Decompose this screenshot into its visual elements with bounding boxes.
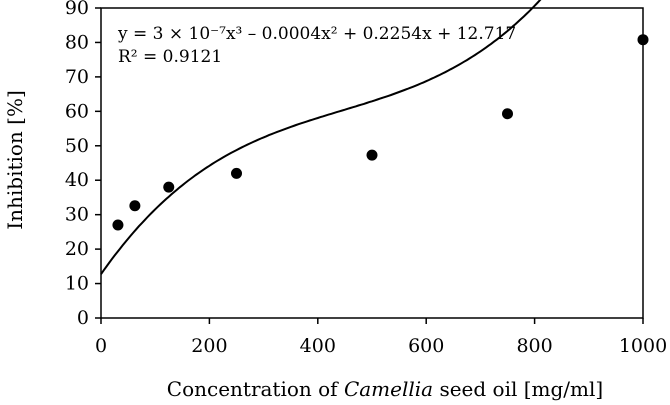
x-tick-label: 800 <box>516 335 552 357</box>
x-tick-label: 600 <box>408 335 444 357</box>
data-point <box>112 219 124 231</box>
y-tick-label: 80 <box>65 31 89 53</box>
y-tick-label: 0 <box>77 307 89 329</box>
y-tick-label: 60 <box>65 100 89 122</box>
y-tick-label: 70 <box>65 66 89 88</box>
x-axis-title: Concentration of Camellia seed oil [mg/m… <box>167 377 603 401</box>
y-tick-label: 20 <box>65 238 89 260</box>
y-tick-label: 40 <box>65 169 89 191</box>
x-tick-label: 200 <box>191 335 227 357</box>
data-point <box>163 181 175 193</box>
x-axis-title-italic: Camellia <box>344 377 433 401</box>
x-tick-label: 400 <box>300 335 336 357</box>
x-tick-label: 1000 <box>619 335 667 357</box>
data-point <box>231 167 242 179</box>
data-point <box>366 149 378 161</box>
y-axis-ticks: 0 10 20 30 40 50 60 70 80 90 <box>65 0 101 329</box>
y-tick-label: 90 <box>65 0 89 19</box>
r-squared-label: R² = 0.9121 <box>118 47 222 67</box>
trendline-equation: y = 3 × 10⁻⁷x³ – 0.0004x² + 0.2254x + 12… <box>117 24 516 44</box>
data-point <box>637 34 649 46</box>
x-axis-title-suffix: seed oil [mg/ml] <box>433 377 603 401</box>
data-point <box>502 108 513 120</box>
y-tick-label: 10 <box>65 273 89 295</box>
y-tick-label: 50 <box>65 135 89 157</box>
x-tick-label: 0 <box>95 335 107 357</box>
y-axis-title: Inhibition [%] <box>3 90 27 230</box>
x-axis-ticks: 0 200 400 600 800 1000 <box>95 318 667 357</box>
y-tick-label: 30 <box>65 204 89 226</box>
x-axis-title-prefix: Concentration of <box>167 377 344 401</box>
plot-frame <box>100 7 644 319</box>
data-points <box>112 34 649 231</box>
axes <box>100 7 644 319</box>
data-point <box>129 200 141 212</box>
trendline <box>100 0 542 275</box>
